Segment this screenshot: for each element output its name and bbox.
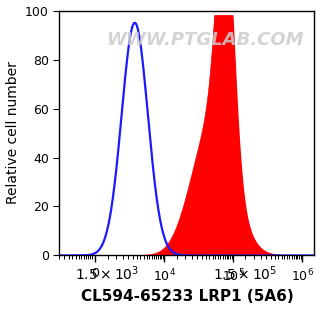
X-axis label: CL594-65233 LRP1 (5A6): CL594-65233 LRP1 (5A6) (81, 290, 293, 304)
Text: WWW.PTGLAB.COM: WWW.PTGLAB.COM (106, 31, 304, 49)
Y-axis label: Relative cell number: Relative cell number (5, 62, 20, 205)
